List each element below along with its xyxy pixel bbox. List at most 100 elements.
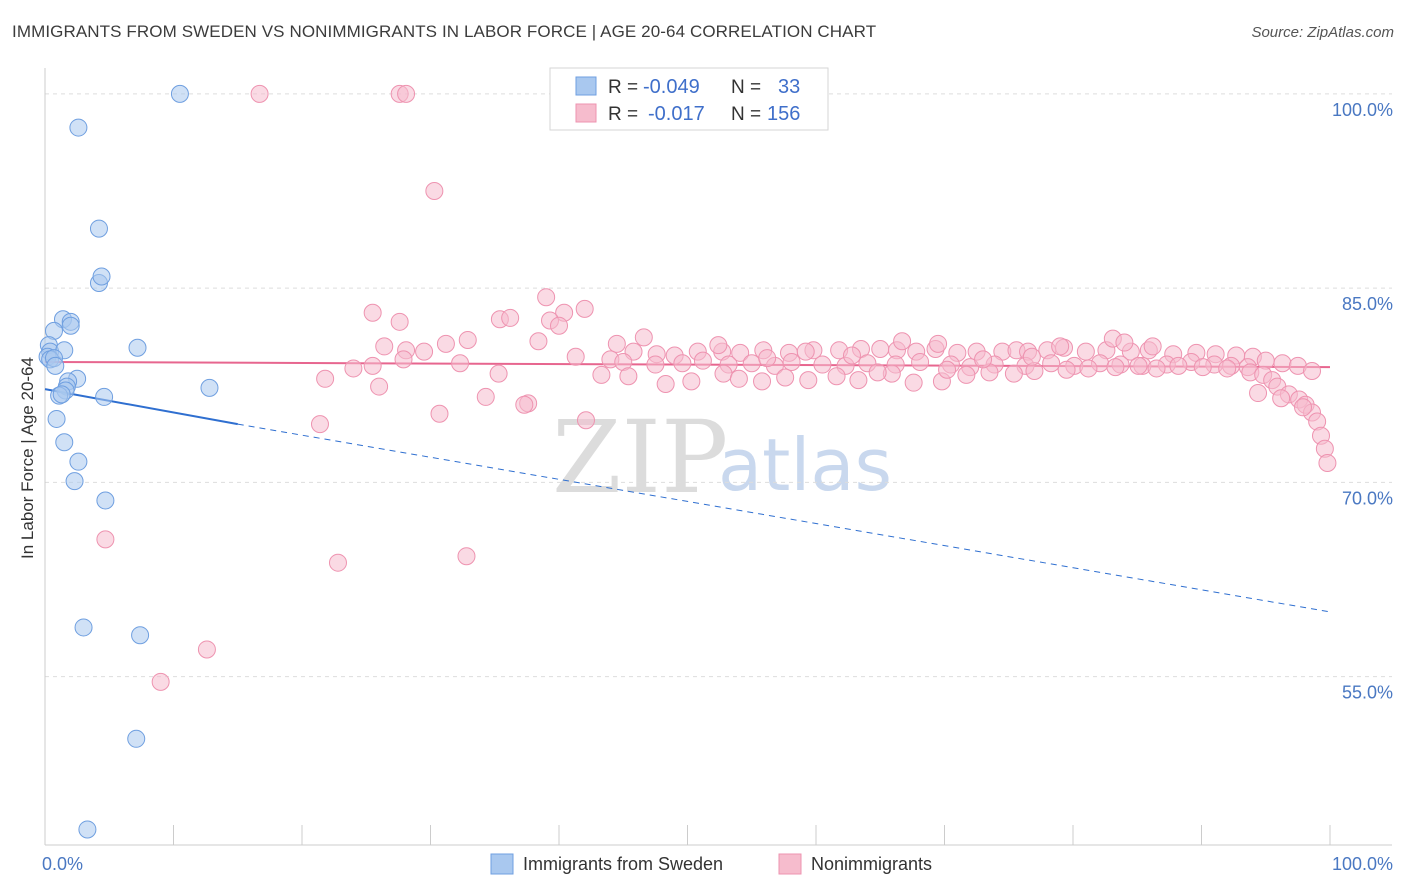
chart-title: IMMIGRANTS FROM SWEDEN VS NONIMMIGRANTS …	[12, 22, 877, 41]
point-nonimmigrants-13	[458, 330, 477, 349]
point-nonimmigrants-136	[1143, 337, 1162, 356]
point-sweden-24	[95, 387, 114, 406]
watermark: ZIP atlas	[552, 399, 892, 516]
point-nonimmigrants-113	[904, 373, 923, 392]
y-tick-label-1: 85.0%	[1342, 294, 1393, 314]
point-nonimmigrants-25	[316, 369, 335, 388]
point-nonimmigrants-147	[1249, 384, 1268, 403]
point-sweden-1	[69, 118, 88, 137]
point-nonimmigrants-153	[842, 346, 861, 365]
legend-swatch-sweden	[575, 76, 597, 96]
point-sweden-31	[131, 626, 150, 645]
point-sweden-29	[96, 491, 115, 510]
point-nonimmigrants-15	[436, 334, 455, 353]
point-nonimmigrants-77	[673, 354, 692, 373]
point-nonimmigrants-102	[619, 367, 638, 386]
point-nonimmigrants-19	[566, 347, 585, 366]
point-nonimmigrants-78	[693, 351, 712, 370]
point-nonimmigrants-29	[515, 395, 534, 414]
point-nonimmigrants-33	[96, 530, 115, 549]
point-nonimmigrants-119	[1057, 360, 1076, 379]
point-nonimmigrants-125	[1193, 358, 1212, 377]
point-nonimmigrants-22	[363, 356, 382, 375]
point-nonimmigrants-10	[390, 312, 409, 331]
point-nonimmigrants-34	[328, 553, 347, 572]
x-tick-label-max: 100.0%	[1332, 854, 1393, 874]
point-nonimmigrants-151	[758, 349, 777, 368]
point-nonimmigrants-20	[394, 350, 413, 369]
point-sweden-20	[200, 378, 219, 397]
point-nonimmigrants-44	[731, 343, 750, 362]
point-nonimmigrants-105	[714, 364, 733, 383]
point-nonimmigrants-133	[929, 334, 948, 353]
legend-r-value-1: -0.049	[643, 76, 700, 98]
point-nonimmigrants-137	[1051, 337, 1070, 356]
point-nonimmigrants-152	[796, 342, 815, 361]
point-nonimmigrants-21	[451, 354, 470, 373]
point-nonimmigrants-149	[1294, 398, 1313, 417]
legend-r-value-2: -0.017	[648, 103, 705, 125]
point-nonimmigrants-23	[344, 359, 363, 378]
legend-n-label-1: N =	[731, 77, 761, 98]
source-credit: Source: ZipAtlas.com	[1251, 24, 1394, 41]
x-tick-labels: 0.0% 100.0%	[42, 854, 1393, 874]
series-legend-swatch-sweden	[490, 853, 514, 875]
data-points	[38, 84, 1337, 839]
series-legend-label-nonimmigrants: Nonimmigrants	[811, 854, 932, 874]
point-sweden-32	[127, 729, 146, 748]
point-nonimmigrants-32	[310, 415, 329, 434]
legend-r-label-2: R =	[608, 104, 638, 125]
legend-swatch-nonimmigrants	[575, 103, 597, 123]
point-nonimmigrants-110	[827, 367, 846, 386]
point-nonimmigrants-122	[1129, 356, 1148, 375]
point-nonimmigrants-3	[425, 182, 444, 201]
point-sweden-30	[74, 618, 93, 637]
point-nonimmigrants-146	[1318, 453, 1337, 472]
point-nonimmigrants-154	[868, 363, 887, 382]
legend-n-label-2: N =	[731, 104, 761, 125]
point-nonimmigrants-50	[871, 340, 890, 359]
point-nonimmigrants-104	[682, 372, 701, 391]
point-sweden-33	[78, 820, 97, 839]
point-nonimmigrants-82	[782, 352, 801, 371]
point-nonimmigrants-24	[489, 364, 508, 383]
trend-sweden-solid	[44, 388, 238, 426]
point-nonimmigrants-18	[415, 342, 434, 361]
point-sweden-16	[46, 356, 65, 375]
point-nonimmigrants-35	[457, 547, 476, 566]
point-nonimmigrants-61	[1076, 342, 1095, 361]
point-nonimmigrants-38	[607, 334, 626, 353]
point-nonimmigrants-0	[250, 84, 269, 103]
point-nonimmigrants-107	[753, 372, 772, 391]
point-sweden-28	[65, 472, 84, 491]
point-nonimmigrants-106	[729, 369, 748, 388]
y-tick-label-3: 55.0%	[1342, 683, 1393, 703]
y-tick-label-2: 70.0%	[1342, 488, 1393, 508]
point-sweden-12	[128, 338, 147, 357]
series-legend: Immigrants from Sweden Nonimmigrants	[490, 853, 932, 875]
legend-n-value-1: 33	[778, 76, 800, 98]
point-nonimmigrants-73	[1303, 362, 1322, 381]
point-sweden-0	[170, 84, 189, 103]
legend-r-label-1: R =	[608, 77, 638, 98]
point-nonimmigrants-109	[799, 371, 818, 390]
point-nonimmigrants-80	[742, 354, 761, 373]
point-nonimmigrants-132	[893, 332, 912, 351]
point-nonimmigrants-130	[634, 328, 653, 347]
point-nonimmigrants-2	[397, 84, 416, 103]
point-nonimmigrants-148	[1272, 389, 1291, 408]
y-tick-label-0: 100.0%	[1332, 100, 1393, 120]
point-nonimmigrants-156	[974, 350, 993, 369]
point-nonimmigrants-87	[911, 352, 930, 371]
point-sweden-4	[92, 267, 111, 286]
trend-sweden-dashed	[237, 423, 1331, 613]
watermark-atlas: atlas	[718, 423, 892, 507]
point-nonimmigrants-123	[1147, 359, 1166, 378]
point-nonimmigrants-7	[363, 303, 382, 322]
correlation-legend: R = -0.049 N = 33 R = -0.017 N = 156	[549, 67, 829, 131]
point-nonimmigrants-120	[1079, 359, 1098, 378]
point-nonimmigrants-31	[576, 411, 595, 430]
point-nonimmigrants-157	[1022, 347, 1041, 366]
series-legend-swatch-nonimmigrants	[778, 853, 802, 875]
